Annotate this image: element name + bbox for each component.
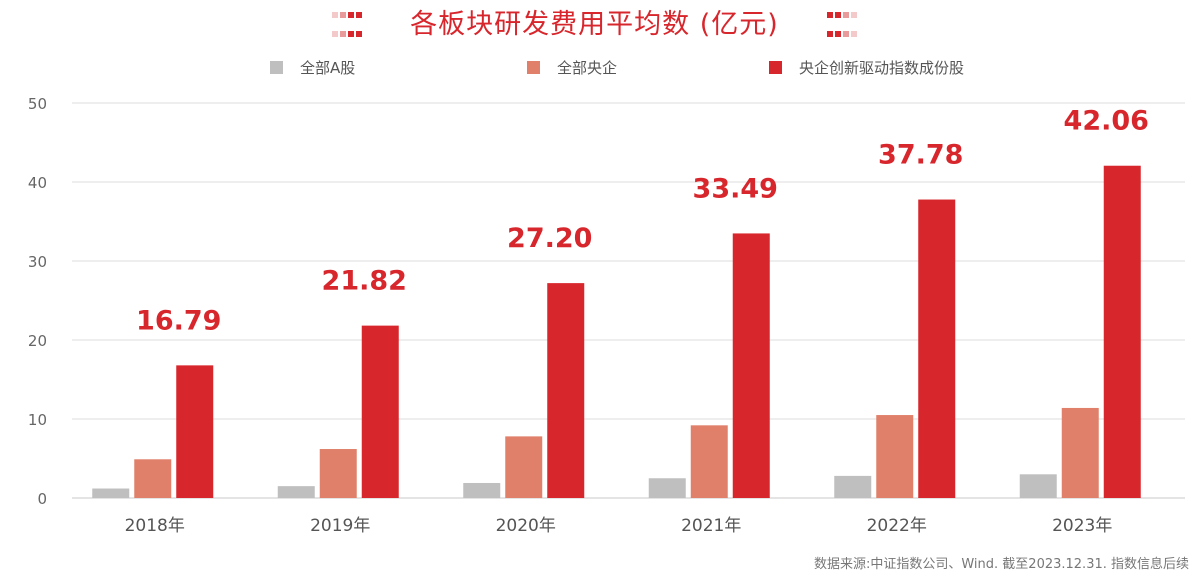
bar bbox=[319, 449, 357, 498]
x-tick-label: 2021年 bbox=[681, 516, 741, 536]
legend-item-index-constituents: 央企创新驱动指数成份股 bbox=[769, 58, 964, 80]
legend: 全部A股 全部央企 央企创新驱动指数成份股 bbox=[0, 58, 1189, 80]
data-label: 27.20 bbox=[507, 223, 592, 254]
bar bbox=[505, 436, 543, 498]
title-decoration-left-icon bbox=[331, 3, 363, 41]
legend-label: 全部A股 bbox=[300, 59, 356, 77]
x-tick-label: 2018年 bbox=[125, 516, 185, 536]
legend-label: 全部央企 bbox=[557, 59, 618, 77]
x-tick-label: 2023年 bbox=[1052, 516, 1112, 536]
title-row: 各板块研发费用平均数 (亿元) bbox=[0, 2, 1189, 41]
y-tick-label: 10 bbox=[28, 411, 47, 429]
bar bbox=[361, 325, 399, 498]
data-label: 33.49 bbox=[693, 173, 778, 204]
bar bbox=[834, 475, 872, 498]
legend-swatch bbox=[769, 61, 782, 74]
data-label: 21.82 bbox=[322, 266, 407, 297]
title-decoration-right-icon bbox=[826, 3, 858, 41]
bar bbox=[918, 199, 956, 498]
bar bbox=[1103, 165, 1141, 498]
bar bbox=[690, 425, 728, 498]
legend-label: 央企创新驱动指数成份股 bbox=[799, 59, 965, 77]
bar bbox=[92, 488, 130, 498]
legend-swatch bbox=[527, 61, 540, 74]
x-tick-label: 2022年 bbox=[867, 516, 927, 536]
data-label: 37.78 bbox=[878, 140, 963, 171]
legend-swatch bbox=[270, 61, 283, 74]
bar bbox=[1061, 407, 1099, 498]
bar bbox=[876, 415, 914, 498]
data-label: 16.79 bbox=[136, 305, 221, 336]
bar bbox=[547, 283, 585, 498]
chart-title: 各板块研发费用平均数 (亿元) bbox=[410, 9, 779, 40]
data-source-note: 数据来源:中证指数公司、Wind. 截至2023.12.31. 指数信息后续 bbox=[813, 557, 1189, 572]
bar bbox=[732, 233, 770, 498]
y-tick-label: 50 bbox=[28, 95, 47, 113]
y-tick-label: 30 bbox=[28, 253, 47, 271]
x-tick-label: 2019年 bbox=[310, 516, 370, 536]
bar bbox=[648, 478, 686, 498]
data-label: 42.06 bbox=[1064, 106, 1149, 137]
y-tick-label: 0 bbox=[37, 490, 47, 508]
legend-item-all-central-soe: 全部央企 bbox=[527, 58, 617, 80]
bar bbox=[1019, 474, 1057, 498]
y-tick-label: 20 bbox=[28, 332, 47, 350]
y-tick-label: 40 bbox=[28, 174, 47, 192]
bar bbox=[176, 365, 214, 498]
x-tick-label: 2020年 bbox=[496, 516, 556, 536]
bar bbox=[134, 459, 172, 498]
bar bbox=[277, 486, 315, 498]
legend-item-all-a-shares: 全部A股 bbox=[270, 58, 355, 80]
bar bbox=[463, 482, 501, 498]
